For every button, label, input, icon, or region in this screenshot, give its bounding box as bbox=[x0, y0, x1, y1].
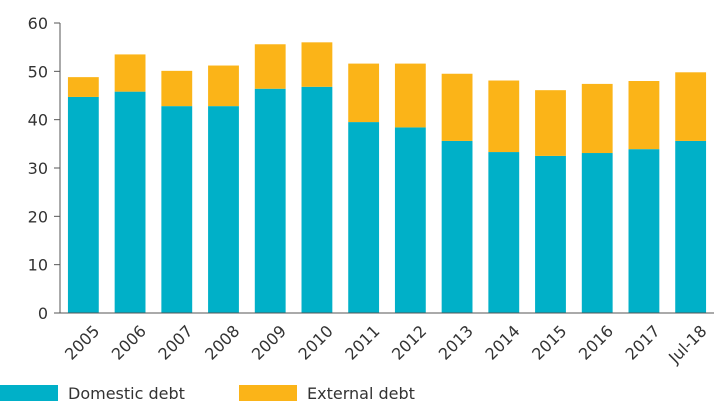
bar-external-2014 bbox=[488, 80, 520, 153]
bar-domestic-2009 bbox=[254, 88, 286, 313]
x-tick-label: 2015 bbox=[528, 321, 570, 363]
bar-domestic-2013 bbox=[441, 140, 473, 313]
legend-swatch-domestic bbox=[0, 385, 58, 401]
y-tick-label: 60 bbox=[28, 14, 48, 33]
bar-external-2006 bbox=[114, 54, 146, 92]
x-tick-label: 2007 bbox=[154, 321, 196, 363]
bar-external-jul-18 bbox=[675, 72, 707, 141]
x-tick-label: Jul-18 bbox=[664, 321, 710, 367]
y-tick-label: 0 bbox=[38, 304, 48, 323]
y-tick-label: 40 bbox=[28, 111, 48, 130]
bar-external-2008 bbox=[208, 65, 239, 107]
bar-domestic-2012 bbox=[394, 127, 426, 314]
bar-external-2012 bbox=[394, 63, 426, 128]
legend-label-domestic: Domestic debt bbox=[68, 384, 185, 403]
bar-domestic-2008 bbox=[208, 106, 239, 313]
y-tick-label: 20 bbox=[28, 207, 48, 226]
x-tick-label: 2010 bbox=[295, 321, 337, 363]
bar-external-2017 bbox=[628, 81, 660, 150]
bar-external-2007 bbox=[161, 70, 193, 107]
bar-domestic-2006 bbox=[114, 91, 146, 313]
bar-external-2013 bbox=[441, 73, 473, 141]
y-tick-label: 50 bbox=[28, 62, 48, 81]
bar-domestic-2017 bbox=[628, 149, 660, 313]
x-tick-label: 2012 bbox=[388, 321, 430, 363]
x-tick-label: 2017 bbox=[622, 321, 664, 363]
bar-domestic-2007 bbox=[161, 106, 193, 313]
bars-group bbox=[67, 42, 707, 314]
x-tick-label: 2009 bbox=[248, 321, 290, 363]
x-tick-label: 2014 bbox=[481, 321, 523, 363]
x-tick-label: 2005 bbox=[61, 321, 103, 363]
bar-domestic-jul-18 bbox=[675, 140, 707, 313]
x-tick-label: 2008 bbox=[201, 321, 243, 363]
y-tick-label: 30 bbox=[28, 159, 48, 178]
bar-external-2016 bbox=[581, 83, 613, 154]
legend: Domestic debt External debt bbox=[0, 384, 415, 403]
x-tick-label: 2011 bbox=[341, 321, 383, 363]
x-axis: 2005 2006 2007 2008 2009 2010 2011 2012 2013 2014… bbox=[60, 312, 714, 368]
bar-external-2015 bbox=[535, 90, 566, 156]
bar-external-2010 bbox=[301, 42, 333, 87]
legend-swatch-external bbox=[239, 385, 297, 401]
x-tick-label: 2013 bbox=[435, 321, 477, 363]
bar-domestic-2010 bbox=[301, 86, 333, 313]
y-axis: 0 10 20 30 40 50 60 bbox=[28, 14, 61, 323]
bar-external-2011 bbox=[348, 63, 380, 123]
bar-domestic-2005 bbox=[67, 96, 99, 313]
x-tick-label: 2006 bbox=[108, 321, 150, 363]
bar-external-2009 bbox=[254, 44, 286, 89]
y-tick-label: 10 bbox=[28, 256, 48, 275]
bar-domestic-2014 bbox=[488, 152, 520, 313]
bar-domestic-2015 bbox=[535, 155, 566, 313]
x-tick-label: 2016 bbox=[575, 321, 617, 363]
legend-label-external: External debt bbox=[307, 384, 415, 403]
bar-domestic-2016 bbox=[581, 153, 613, 313]
bar-domestic-2011 bbox=[348, 122, 380, 313]
bar-external-2005 bbox=[67, 77, 99, 97]
